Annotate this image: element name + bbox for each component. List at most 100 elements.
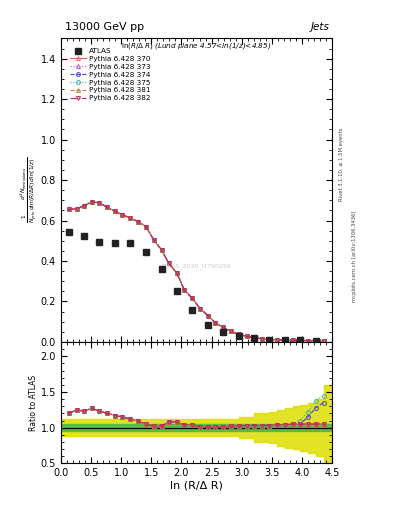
Pythia 6.428 382	[290, 337, 295, 344]
Pythia 6.428 370	[174, 270, 179, 276]
Pythia 6.428 382	[66, 206, 71, 212]
Pythia 6.428 370	[159, 247, 164, 253]
Pythia 6.428 382	[321, 337, 326, 344]
Pythia 6.428 373	[290, 337, 295, 344]
Pythia 6.428 381	[213, 319, 218, 326]
Pythia 6.428 374	[228, 328, 233, 334]
Pythia 6.428 382	[198, 306, 202, 312]
Pythia 6.428 374	[290, 337, 295, 344]
Line: Pythia 6.428 382: Pythia 6.428 382	[67, 200, 325, 343]
Pythia 6.428 382	[306, 337, 310, 344]
Pythia 6.428 370	[290, 337, 295, 344]
Pythia 6.428 381	[105, 204, 110, 210]
Line: Pythia 6.428 370: Pythia 6.428 370	[67, 200, 325, 343]
Pythia 6.428 382	[244, 333, 249, 339]
Pythia 6.428 373	[159, 247, 164, 253]
Pythia 6.428 381	[252, 335, 257, 341]
Pythia 6.428 373	[298, 337, 303, 344]
Pythia 6.428 374	[159, 247, 164, 253]
Pythia 6.428 382	[120, 212, 125, 218]
Pythia 6.428 373	[74, 206, 79, 212]
Pythia 6.428 374	[105, 204, 110, 210]
Text: ATLAS_2020_I1790256: ATLAS_2020_I1790256	[161, 263, 232, 269]
Pythia 6.428 374	[166, 261, 171, 267]
Pythia 6.428 382	[136, 219, 140, 225]
Pythia 6.428 381	[128, 215, 132, 221]
Text: $\ln(R/\Delta\,R)$ (Lund plane 4.57<ln(1/z)<4.85): $\ln(R/\Delta\,R)$ (Lund plane 4.57<ln(1…	[121, 41, 272, 51]
Pythia 6.428 382	[220, 324, 225, 330]
Pythia 6.428 375	[89, 199, 94, 205]
Pythia 6.428 382	[283, 337, 287, 343]
Line: Pythia 6.428 374: Pythia 6.428 374	[67, 200, 325, 343]
Pythia 6.428 373	[259, 336, 264, 342]
Pythia 6.428 374	[128, 215, 132, 221]
Pythia 6.428 382	[151, 237, 156, 243]
Pythia 6.428 375	[81, 203, 86, 209]
ATLAS	[128, 240, 132, 246]
Pythia 6.428 382	[275, 337, 279, 343]
Pythia 6.428 373	[120, 212, 125, 218]
Pythia 6.428 375	[236, 331, 241, 337]
Pythia 6.428 374	[321, 337, 326, 344]
Pythia 6.428 370	[220, 324, 225, 330]
Pythia 6.428 381	[166, 261, 171, 267]
Pythia 6.428 370	[236, 331, 241, 337]
Pythia 6.428 370	[244, 333, 249, 339]
Pythia 6.428 375	[174, 270, 179, 276]
ATLAS	[314, 337, 318, 344]
Pythia 6.428 374	[283, 337, 287, 343]
Text: Rivet 3.1.10, ≥ 1.5M events: Rivet 3.1.10, ≥ 1.5M events	[339, 127, 344, 201]
Pythia 6.428 381	[136, 219, 140, 225]
Pythia 6.428 381	[97, 200, 102, 206]
Pythia 6.428 373	[306, 337, 310, 344]
Pythia 6.428 370	[206, 312, 210, 318]
Pythia 6.428 370	[283, 337, 287, 343]
Pythia 6.428 373	[66, 206, 71, 212]
ATLAS	[143, 249, 148, 255]
ATLAS	[220, 329, 225, 335]
Pythia 6.428 375	[105, 204, 110, 210]
Pythia 6.428 374	[298, 337, 303, 344]
Pythia 6.428 373	[236, 331, 241, 337]
Pythia 6.428 374	[81, 203, 86, 209]
Pythia 6.428 374	[267, 336, 272, 343]
Text: mcplots.cern.ch [arXiv:1306.3436]: mcplots.cern.ch [arXiv:1306.3436]	[352, 210, 357, 302]
Pythia 6.428 381	[306, 337, 310, 344]
Pythia 6.428 381	[267, 336, 272, 343]
Pythia 6.428 375	[275, 337, 279, 343]
ATLAS	[298, 337, 303, 344]
ATLAS	[236, 333, 241, 339]
Pythia 6.428 375	[113, 208, 118, 215]
Legend: ATLAS, Pythia 6.428 370, Pythia 6.428 373, Pythia 6.428 374, Pythia 6.428 375, P: ATLAS, Pythia 6.428 370, Pythia 6.428 37…	[70, 48, 150, 101]
Pythia 6.428 382	[128, 215, 132, 221]
Pythia 6.428 373	[97, 200, 102, 206]
Pythia 6.428 382	[74, 206, 79, 212]
Pythia 6.428 373	[198, 306, 202, 312]
Pythia 6.428 381	[228, 328, 233, 334]
Pythia 6.428 381	[259, 336, 264, 342]
Pythia 6.428 382	[206, 312, 210, 318]
Pythia 6.428 373	[275, 337, 279, 343]
Pythia 6.428 370	[314, 337, 318, 344]
Pythia 6.428 381	[113, 208, 118, 215]
Pythia 6.428 370	[259, 336, 264, 342]
Pythia 6.428 374	[120, 212, 125, 218]
Pythia 6.428 374	[89, 199, 94, 205]
Pythia 6.428 382	[267, 336, 272, 343]
Pythia 6.428 374	[143, 224, 148, 230]
ATLAS	[252, 335, 257, 342]
Pythia 6.428 374	[136, 219, 140, 225]
ATLAS	[283, 337, 287, 343]
Pythia 6.428 374	[213, 319, 218, 326]
ATLAS	[190, 307, 195, 313]
Pythia 6.428 373	[105, 204, 110, 210]
Pythia 6.428 381	[321, 337, 326, 344]
Pythia 6.428 373	[267, 336, 272, 343]
Pythia 6.428 370	[306, 337, 310, 344]
Pythia 6.428 382	[190, 295, 195, 301]
Pythia 6.428 370	[252, 335, 257, 341]
Pythia 6.428 374	[182, 287, 187, 293]
Pythia 6.428 373	[166, 261, 171, 267]
ATLAS	[206, 322, 210, 328]
Pythia 6.428 374	[206, 312, 210, 318]
